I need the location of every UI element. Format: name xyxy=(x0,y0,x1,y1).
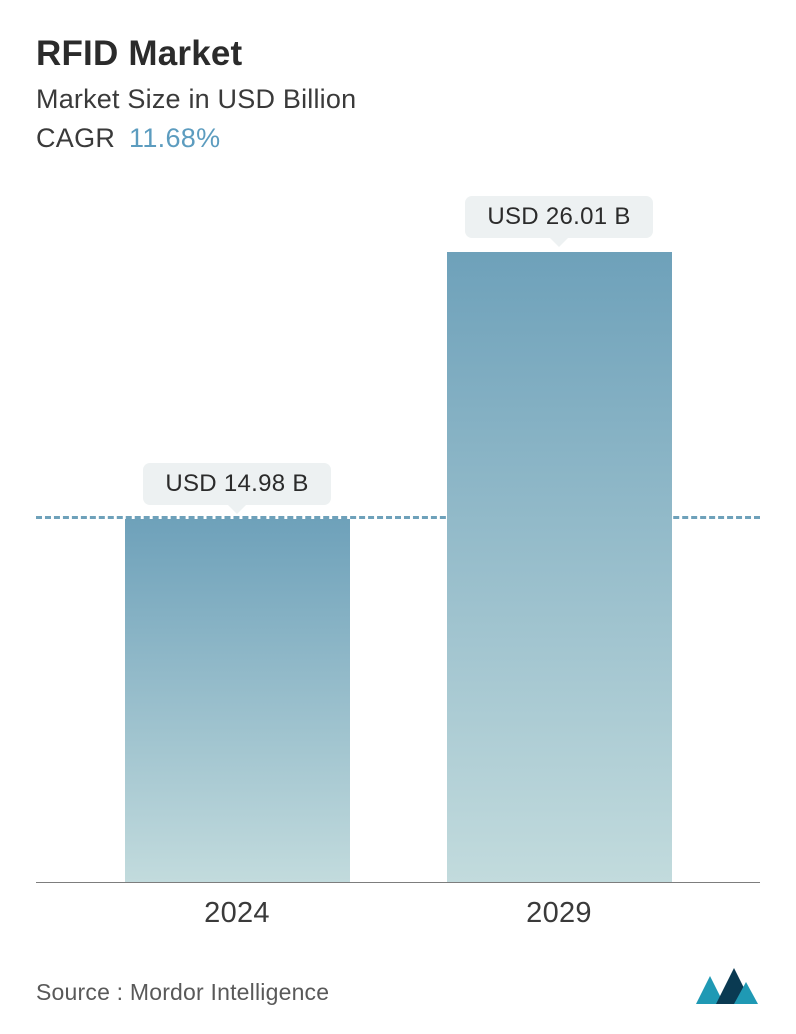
cagr-value: 11.68% xyxy=(129,123,220,153)
source-text: Source : Mordor Intelligence xyxy=(36,979,329,1006)
value-badge-2024: USD 14.98 B xyxy=(143,463,330,505)
bar-2024 xyxy=(125,519,350,882)
cagr-label: CAGR xyxy=(36,123,115,153)
bar-group-2024: USD 14.98 B xyxy=(117,463,357,882)
bar-2029 xyxy=(447,252,672,882)
x-label-2024: 2024 xyxy=(117,897,357,930)
x-axis: 2024 2029 xyxy=(36,882,760,930)
bar-group-2029: USD 26.01 B xyxy=(439,196,679,882)
value-badge-2029: USD 26.01 B xyxy=(465,196,652,238)
bars-wrap: USD 14.98 B USD 26.01 B xyxy=(36,182,760,882)
x-label-2029: 2029 xyxy=(439,897,679,930)
chart-container: RFID Market Market Size in USD Billion C… xyxy=(0,0,796,1034)
chart-area: USD 14.98 B USD 26.01 B xyxy=(36,182,760,882)
header: RFID Market Market Size in USD Billion C… xyxy=(36,34,760,154)
chart-title: RFID Market xyxy=(36,34,760,74)
chart-subtitle: Market Size in USD Billion xyxy=(36,84,760,115)
footer: Source : Mordor Intelligence xyxy=(36,930,760,1006)
cagr-line: CAGR 11.68% xyxy=(36,123,760,154)
mordor-logo-icon xyxy=(694,966,760,1006)
